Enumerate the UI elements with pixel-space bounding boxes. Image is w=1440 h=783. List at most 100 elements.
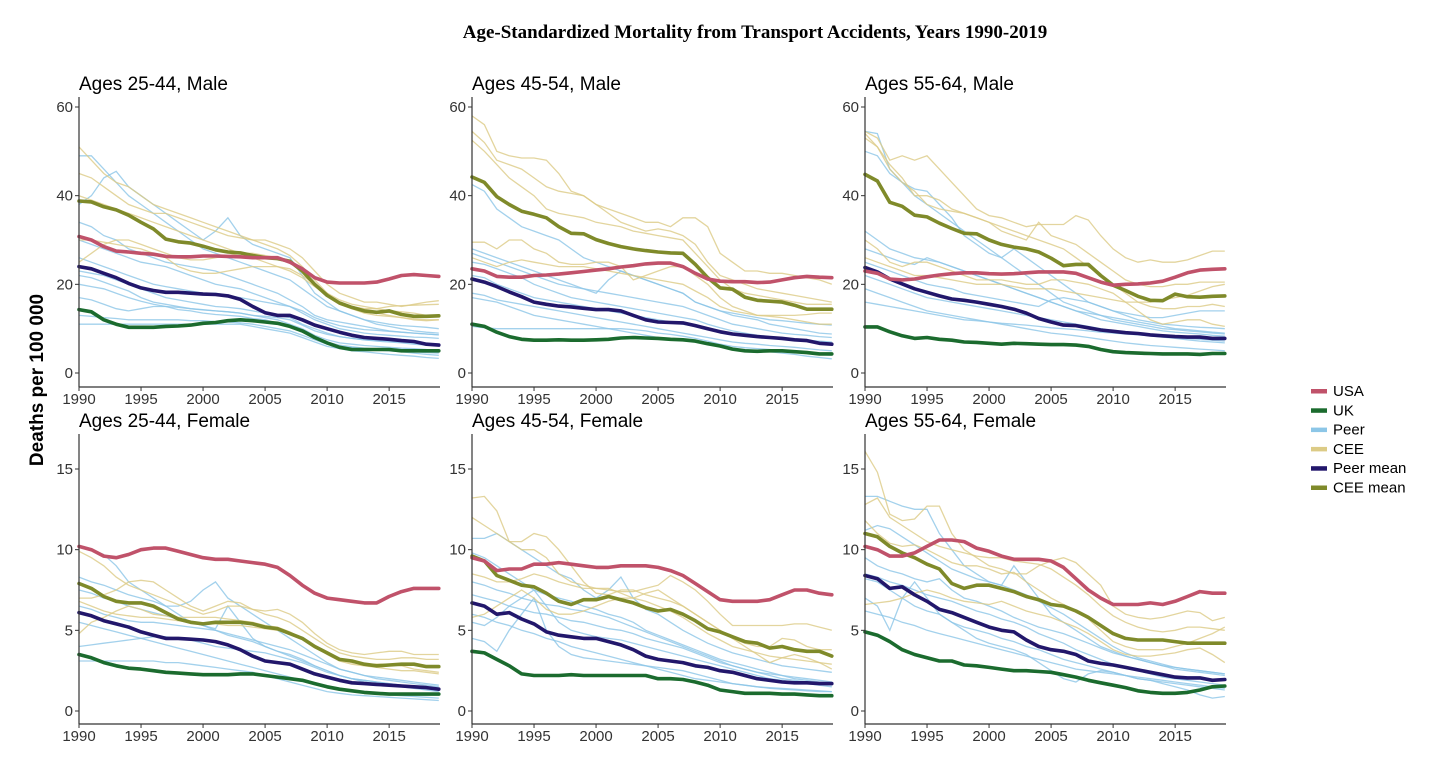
series-line-cee-1	[78, 550, 439, 656]
series-line-peer-9	[79, 323, 439, 360]
series-group	[470, 495, 834, 698]
y-axis-label: Deaths per 100 000	[27, 294, 48, 466]
panel-title: Ages 25-44, Male	[79, 74, 228, 95]
series-group	[470, 115, 834, 360]
x-tick-label: 2005	[641, 391, 674, 408]
legend-swatch	[1311, 485, 1327, 490]
panel-ages-55-64-male: Ages 55-64, Male 0 20 40 60 1990 1995 2000 2005 2…	[842, 74, 1227, 408]
x-tick-label: 1990	[62, 391, 95, 408]
series-line-cee-2	[864, 133, 1225, 288]
legend-swatch	[1311, 408, 1327, 413]
x-tick-label: 2010	[1096, 728, 1129, 745]
y-tick-label: 0	[65, 703, 73, 720]
series-line-peer-mean	[863, 573, 1227, 683]
x-tick-label: 1990	[848, 728, 881, 745]
y-tick-label: 0	[458, 703, 466, 720]
series-line-peer-6	[471, 594, 832, 683]
series-line-uk	[470, 322, 834, 356]
x-tick-label: 1995	[124, 391, 157, 408]
series-line-peer-2	[471, 248, 832, 339]
chart-title: Age-Standardized Mortality from Transpor…	[463, 22, 1048, 43]
legend-item-usa: USA	[1311, 383, 1364, 400]
x-tick-label: 2010	[703, 728, 736, 745]
panel-ages-45-54-male: Ages 45-54, Male 0 20 40 60 1990 1995 2000 2005 2…	[449, 74, 834, 408]
series-line-cee-2	[79, 579, 439, 661]
series-line-cee-3	[471, 139, 832, 305]
series-line-uk	[77, 307, 441, 353]
series-line-uk	[863, 630, 1227, 696]
y-tick-label: 5	[458, 622, 466, 639]
series-line-cee-1	[78, 146, 439, 308]
y-tick-label: 0	[65, 365, 73, 382]
y-tick-label: 10	[449, 542, 466, 559]
x-tick-label: 1995	[124, 728, 157, 745]
series-line-cee-2	[864, 497, 1225, 633]
y-tick-label: 10	[56, 542, 73, 559]
x-tick-label: 1995	[517, 391, 550, 408]
series-line-peer-4	[864, 248, 1225, 334]
series-line-cee-mean	[863, 172, 1227, 303]
legend: USA UK Peer CEE Peer mean CEE mean	[1311, 383, 1406, 497]
x-tick-label: 1990	[455, 391, 488, 408]
series-group	[863, 130, 1227, 357]
x-tick-label: 1995	[910, 728, 943, 745]
y-tick-label: 20	[842, 276, 859, 293]
x-tick-label: 1995	[517, 728, 550, 745]
panel-ages-25-44-male: Ages 25-44, Male 0 20 40 60 1990 1995 2000 2005 2…	[56, 74, 441, 408]
series-line-usa	[77, 544, 441, 605]
y-tick-label: 40	[842, 188, 859, 205]
series-line-cee-2	[471, 130, 832, 303]
y-tick-label: 15	[842, 461, 859, 478]
series-line-cee-3	[864, 137, 1225, 310]
x-tick-label: 2005	[1034, 728, 1067, 745]
legend-item-peer-mean: Peer mean	[1311, 460, 1406, 477]
y-tick-label: 40	[449, 188, 466, 205]
series-line-peer-mean	[470, 601, 834, 686]
y-tick-label: 15	[449, 461, 466, 478]
y-tick-label: 15	[56, 461, 73, 478]
panel-ages-45-54-female: Ages 45-54, Female 0 5 10 15 1990 1995 2000 2005…	[449, 411, 834, 745]
x-tick-label: 2005	[641, 728, 674, 745]
legend-swatch	[1311, 446, 1327, 452]
series-line-peer-4	[78, 239, 439, 340]
series-line-peer-1	[472, 532, 832, 673]
y-tick-label: 10	[842, 542, 859, 559]
series-line-peer-7	[864, 578, 1225, 699]
legend-label: UK	[1333, 402, 1354, 419]
series-line-cee-mean	[470, 554, 834, 658]
legend-label: CEE mean	[1333, 480, 1406, 497]
y-tick-label: 60	[56, 99, 73, 116]
series-line-cee-mean	[863, 531, 1227, 645]
series-line-cee-4	[864, 589, 1226, 664]
series-line-peer-11	[78, 257, 439, 336]
series-line-usa	[77, 234, 441, 285]
x-tick-label: 1990	[848, 391, 881, 408]
panel-ages-55-64-female: Ages 55-64, Female 0 5 10 15 1990 1995 2000 2005…	[842, 411, 1227, 745]
legend-swatch	[1311, 466, 1327, 471]
x-tick-label: 2005	[1034, 391, 1067, 408]
x-tick-label: 1990	[62, 728, 95, 745]
series-line-uk	[470, 649, 834, 698]
y-tick-label: 20	[449, 276, 466, 293]
x-tick-label: 2010	[310, 391, 343, 408]
series-line-cee-4	[864, 239, 1225, 328]
series-line-cee-4	[472, 239, 832, 325]
series-line-cee-mean	[77, 581, 441, 669]
series-line-peer-7	[78, 283, 439, 354]
x-tick-label: 2005	[248, 391, 281, 408]
series-group	[77, 544, 441, 702]
x-tick-label: 2010	[1096, 391, 1129, 408]
series-line-peer-1	[864, 130, 1225, 330]
series-line-peer-8	[864, 261, 1225, 319]
x-tick-label: 2000	[972, 391, 1005, 408]
series-line-cee-3	[471, 573, 832, 665]
series-line-usa	[470, 261, 834, 285]
panel-ages-25-44-female: Ages 25-44, Female 0 5 10 15 1990 1995 2000 2005…	[56, 411, 441, 745]
series-line-cee-1	[471, 115, 833, 285]
legend-item-cee: CEE	[1311, 441, 1364, 458]
series-line-cee-2	[471, 516, 832, 651]
x-tick-label: 2010	[703, 391, 736, 408]
x-tick-label: 2005	[248, 728, 281, 745]
series-line-cee-4	[471, 589, 833, 670]
